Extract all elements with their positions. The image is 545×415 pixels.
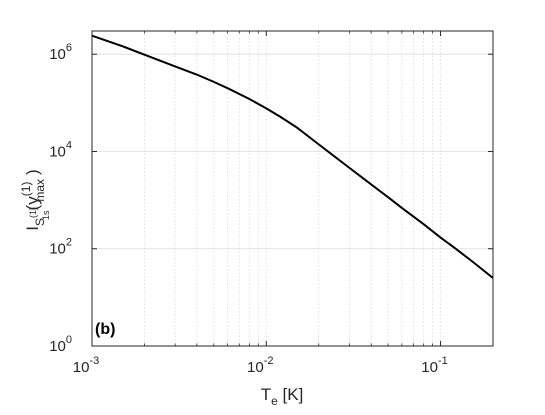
x-axis-label-main: T xyxy=(261,385,271,404)
plot-frame xyxy=(91,30,494,347)
y-tick-label: 106 xyxy=(49,42,72,63)
y-tick-label: 104 xyxy=(49,139,72,160)
y-label-arg-sup: (1) xyxy=(19,182,33,197)
x-axis-label: Te [K] xyxy=(261,385,304,408)
y-label-sub-sub: 1s xyxy=(41,210,51,220)
grid-lines xyxy=(92,31,493,346)
x-tick-label: 10-2 xyxy=(247,355,273,376)
x-axis-label-unit: [K] xyxy=(278,385,304,404)
svg-text:IS(1)1s(y(1)max): IS(1) 1s(y(1)max) xyxy=(19,169,51,230)
x-tick-label: 10-1 xyxy=(421,355,447,376)
series-line xyxy=(91,34,494,279)
x-tick-labels: 10-3 10-2 10-1 xyxy=(73,355,448,376)
y-tick-label: 102 xyxy=(49,237,72,258)
plot-area xyxy=(91,34,494,279)
y-tick-labels: 100 102 104 106 xyxy=(49,42,72,355)
y-label-paren-open: (y xyxy=(23,196,42,211)
axes-box xyxy=(91,30,494,347)
y-label-sub-sup: (1) xyxy=(28,207,38,218)
y-axis-label: IS(1) 1s(y(1)max) xyxy=(19,169,51,230)
y-tick-label: 100 xyxy=(49,334,72,355)
x-axis-label-sub: e xyxy=(271,394,278,408)
y-label-paren-close: ) xyxy=(23,169,42,175)
y-label-arg-sub: max xyxy=(33,179,47,202)
y-label-base: I xyxy=(23,226,42,231)
panel-label: (b) xyxy=(95,321,115,338)
x-tick-label: 10-3 xyxy=(73,355,99,376)
y-label-sub: S xyxy=(33,218,47,226)
